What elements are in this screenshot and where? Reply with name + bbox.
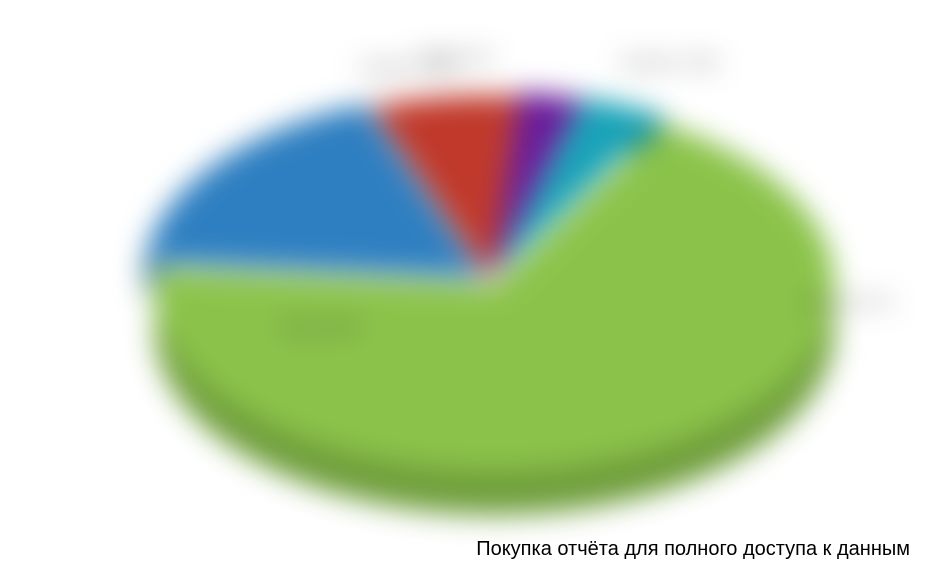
pie-slice-label: Сегмент B 7% bbox=[800, 295, 892, 310]
pie-slice-label: Прочие 68% bbox=[280, 320, 360, 335]
pie-slice-label: Сегмент A 18% bbox=[620, 55, 719, 70]
chart-stage: Прочие 68%Сегмент A 18%Сегмент B 7%Сегме… bbox=[0, 0, 930, 581]
purchase-note: Покупка отчёта для полного доступа к дан… bbox=[476, 538, 910, 561]
pie-svg bbox=[60, 20, 870, 520]
pie-chart-blurred: Прочие 68%Сегмент A 18%Сегмент B 7%Сегме… bbox=[60, 20, 870, 520]
pie-slice-label: Прочие 4% bbox=[420, 50, 492, 65]
